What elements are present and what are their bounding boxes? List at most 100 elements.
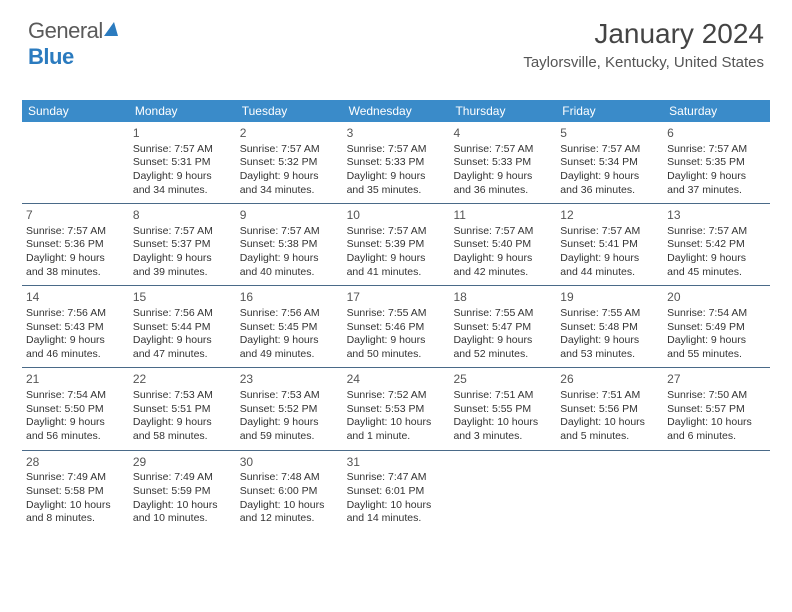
daylight-text: Daylight: 9 hours and 42 minutes. (453, 252, 552, 279)
sunrise-text: Sunrise: 7:57 AM (240, 225, 339, 239)
sunrise-text: Sunrise: 7:54 AM (667, 307, 766, 321)
sunrise-text: Sunrise: 7:57 AM (453, 225, 552, 239)
sunrise-text: Sunrise: 7:51 AM (560, 389, 659, 403)
day-number: 30 (240, 453, 339, 471)
sunrise-text: Sunrise: 7:54 AM (26, 389, 125, 403)
daylight-text: Daylight: 9 hours and 38 minutes. (26, 252, 125, 279)
daylight-text: Daylight: 10 hours and 3 minutes. (453, 416, 552, 443)
day-number: 12 (560, 206, 659, 224)
month-title: January 2024 (523, 18, 764, 50)
day-number: 15 (133, 288, 232, 306)
sunset-text: Sunset: 5:44 PM (133, 321, 232, 335)
day-number: 5 (560, 124, 659, 142)
daylight-text: Daylight: 9 hours and 59 minutes. (240, 416, 339, 443)
calendar-day-cell: 29Sunrise: 7:49 AMSunset: 5:59 PMDayligh… (129, 451, 236, 532)
calendar-day-cell: 1Sunrise: 7:57 AMSunset: 5:31 PMDaylight… (129, 122, 236, 203)
sunset-text: Sunset: 6:00 PM (240, 485, 339, 499)
sunset-text: Sunset: 5:40 PM (453, 238, 552, 252)
day-header: Thursday (449, 100, 556, 122)
day-number: 20 (667, 288, 766, 306)
calendar-day-cell: 19Sunrise: 7:55 AMSunset: 5:48 PMDayligh… (556, 286, 663, 367)
brand-logo: General Blue (28, 18, 118, 70)
day-header: Sunday (22, 100, 129, 122)
daylight-text: Daylight: 10 hours and 5 minutes. (560, 416, 659, 443)
sunset-text: Sunset: 6:01 PM (347, 485, 446, 499)
sunset-text: Sunset: 5:59 PM (133, 485, 232, 499)
daylight-text: Daylight: 9 hours and 41 minutes. (347, 252, 446, 279)
sunset-text: Sunset: 5:38 PM (240, 238, 339, 252)
calendar-day-cell: 12Sunrise: 7:57 AMSunset: 5:41 PMDayligh… (556, 204, 663, 285)
sunrise-text: Sunrise: 7:48 AM (240, 471, 339, 485)
calendar-day-cell: 20Sunrise: 7:54 AMSunset: 5:49 PMDayligh… (663, 286, 770, 367)
daylight-text: Daylight: 9 hours and 49 minutes. (240, 334, 339, 361)
sunrise-text: Sunrise: 7:57 AM (453, 143, 552, 157)
calendar-day-cell: 4Sunrise: 7:57 AMSunset: 5:33 PMDaylight… (449, 122, 556, 203)
calendar-day-cell: 11Sunrise: 7:57 AMSunset: 5:40 PMDayligh… (449, 204, 556, 285)
calendar-day-cell: 6Sunrise: 7:57 AMSunset: 5:35 PMDaylight… (663, 122, 770, 203)
calendar-day-cell (663, 451, 770, 532)
sunrise-text: Sunrise: 7:55 AM (347, 307, 446, 321)
sunset-text: Sunset: 5:51 PM (133, 403, 232, 417)
brand-part2: Blue (28, 44, 74, 69)
day-number: 3 (347, 124, 446, 142)
day-number: 28 (26, 453, 125, 471)
calendar-day-cell: 16Sunrise: 7:56 AMSunset: 5:45 PMDayligh… (236, 286, 343, 367)
sunrise-text: Sunrise: 7:56 AM (240, 307, 339, 321)
sunset-text: Sunset: 5:47 PM (453, 321, 552, 335)
sunrise-text: Sunrise: 7:47 AM (347, 471, 446, 485)
day-number: 9 (240, 206, 339, 224)
daylight-text: Daylight: 10 hours and 6 minutes. (667, 416, 766, 443)
calendar-day-cell: 3Sunrise: 7:57 AMSunset: 5:33 PMDaylight… (343, 122, 450, 203)
day-number: 8 (133, 206, 232, 224)
calendar-day-cell: 2Sunrise: 7:57 AMSunset: 5:32 PMDaylight… (236, 122, 343, 203)
day-number: 13 (667, 206, 766, 224)
sunrise-text: Sunrise: 7:49 AM (133, 471, 232, 485)
triangle-icon (104, 22, 118, 36)
daylight-text: Daylight: 9 hours and 53 minutes. (560, 334, 659, 361)
calendar-day-cell: 14Sunrise: 7:56 AMSunset: 5:43 PMDayligh… (22, 286, 129, 367)
day-number: 7 (26, 206, 125, 224)
sunrise-text: Sunrise: 7:56 AM (26, 307, 125, 321)
sunrise-text: Sunrise: 7:53 AM (133, 389, 232, 403)
calendar-day-cell: 13Sunrise: 7:57 AMSunset: 5:42 PMDayligh… (663, 204, 770, 285)
day-number: 21 (26, 370, 125, 388)
brand-part1: General (28, 18, 103, 43)
day-number: 17 (347, 288, 446, 306)
daylight-text: Daylight: 9 hours and 40 minutes. (240, 252, 339, 279)
sunset-text: Sunset: 5:43 PM (26, 321, 125, 335)
sunrise-text: Sunrise: 7:57 AM (240, 143, 339, 157)
sunset-text: Sunset: 5:32 PM (240, 156, 339, 170)
sunset-text: Sunset: 5:50 PM (26, 403, 125, 417)
sunrise-text: Sunrise: 7:55 AM (560, 307, 659, 321)
daylight-text: Daylight: 9 hours and 34 minutes. (240, 170, 339, 197)
day-number: 31 (347, 453, 446, 471)
daylight-text: Daylight: 10 hours and 8 minutes. (26, 499, 125, 526)
daylight-text: Daylight: 9 hours and 56 minutes. (26, 416, 125, 443)
sunset-text: Sunset: 5:36 PM (26, 238, 125, 252)
day-number: 6 (667, 124, 766, 142)
sunrise-text: Sunrise: 7:51 AM (453, 389, 552, 403)
day-header: Tuesday (236, 100, 343, 122)
calendar-day-cell: 7Sunrise: 7:57 AMSunset: 5:36 PMDaylight… (22, 204, 129, 285)
sunrise-text: Sunrise: 7:57 AM (560, 143, 659, 157)
day-number: 1 (133, 124, 232, 142)
sunset-text: Sunset: 5:48 PM (560, 321, 659, 335)
calendar-day-cell (22, 122, 129, 203)
sunset-text: Sunset: 5:31 PM (133, 156, 232, 170)
sunset-text: Sunset: 5:45 PM (240, 321, 339, 335)
calendar-day-cell: 30Sunrise: 7:48 AMSunset: 6:00 PMDayligh… (236, 451, 343, 532)
sunrise-text: Sunrise: 7:57 AM (667, 143, 766, 157)
sunrise-text: Sunrise: 7:55 AM (453, 307, 552, 321)
calendar-day-cell: 23Sunrise: 7:53 AMSunset: 5:52 PMDayligh… (236, 368, 343, 449)
sunset-text: Sunset: 5:56 PM (560, 403, 659, 417)
calendar-day-cell: 25Sunrise: 7:51 AMSunset: 5:55 PMDayligh… (449, 368, 556, 449)
daylight-text: Daylight: 9 hours and 45 minutes. (667, 252, 766, 279)
daylight-text: Daylight: 9 hours and 47 minutes. (133, 334, 232, 361)
sunrise-text: Sunrise: 7:57 AM (133, 225, 232, 239)
daylight-text: Daylight: 10 hours and 14 minutes. (347, 499, 446, 526)
day-number: 18 (453, 288, 552, 306)
day-number: 26 (560, 370, 659, 388)
calendar-day-cell: 24Sunrise: 7:52 AMSunset: 5:53 PMDayligh… (343, 368, 450, 449)
daylight-text: Daylight: 9 hours and 44 minutes. (560, 252, 659, 279)
day-header: Wednesday (343, 100, 450, 122)
